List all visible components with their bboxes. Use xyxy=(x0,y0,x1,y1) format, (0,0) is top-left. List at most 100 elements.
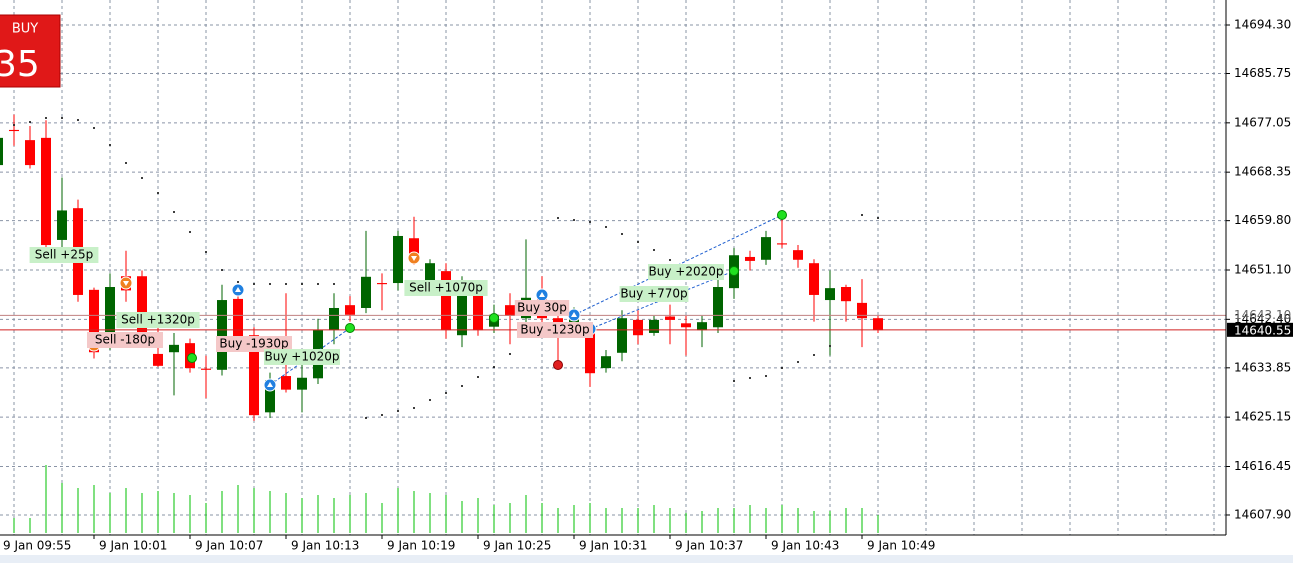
annotation: Sell +1070p xyxy=(409,281,483,295)
x-tick-label: 9 Jan 09:55 xyxy=(3,539,71,553)
annotation-bg xyxy=(87,332,163,348)
candle-body xyxy=(57,210,67,240)
sar-dot xyxy=(413,407,415,410)
candle-body xyxy=(297,377,307,390)
sar-dot xyxy=(109,144,111,147)
x-tick-label: 9 Jan 10:37 xyxy=(675,539,743,553)
x-tick-label: 9 Jan 10:31 xyxy=(579,539,647,553)
candle-body xyxy=(393,235,403,284)
sar-dot xyxy=(285,283,287,286)
sar-dot xyxy=(301,283,303,286)
sar-dot xyxy=(77,118,79,121)
close-profit-dot xyxy=(729,266,739,276)
candle-body xyxy=(249,335,259,416)
candle-body xyxy=(697,322,707,331)
x-tick-label: 9 Jan 10:43 xyxy=(771,539,839,553)
sar-dot xyxy=(365,417,367,420)
sar-dot xyxy=(237,281,239,284)
candle-body xyxy=(25,140,35,166)
candle-body xyxy=(761,237,771,260)
candle-body xyxy=(345,305,355,315)
annotation-bg xyxy=(514,300,570,316)
sar-dot xyxy=(173,211,175,214)
candle-body xyxy=(713,287,723,328)
sar-dot xyxy=(381,414,383,417)
candle-body xyxy=(361,276,371,308)
close-profit-dot xyxy=(187,353,197,363)
candle-body xyxy=(601,356,611,369)
candle-body xyxy=(153,353,163,366)
sar-dot xyxy=(605,226,607,229)
sar-dot xyxy=(765,375,767,378)
sar-dot xyxy=(141,177,143,180)
candle-body xyxy=(633,319,643,336)
x-tick-label: 9 Jan 10:07 xyxy=(195,539,263,553)
y-tick-label: 14616.45 xyxy=(1234,459,1291,473)
annotation-bg xyxy=(29,247,99,263)
sar-dot xyxy=(29,120,31,123)
sar-dot xyxy=(205,251,207,254)
sell-arrow xyxy=(411,256,417,261)
close-profit-dot xyxy=(489,313,499,323)
candle-body xyxy=(681,323,691,328)
annotation-bg xyxy=(517,322,593,338)
sar-dot xyxy=(397,410,399,413)
sar-dot xyxy=(653,249,655,252)
trade-line xyxy=(269,327,351,386)
annotation-bg xyxy=(648,264,724,280)
buy-price: 35 xyxy=(0,44,40,85)
sar-dot xyxy=(589,221,591,224)
sar-dot xyxy=(189,230,191,233)
annotation: Sell +1320p xyxy=(121,313,195,327)
sell-arrow xyxy=(123,281,129,286)
y-tick-label: 14633.85 xyxy=(1234,360,1291,374)
annotation-bg xyxy=(116,312,200,328)
y-tick-label: 14607.90 xyxy=(1234,507,1291,521)
sar-dot xyxy=(813,354,815,357)
sar-dot xyxy=(461,385,463,388)
status-strip xyxy=(0,555,1293,563)
y-tick-label: 14685.75 xyxy=(1234,66,1291,80)
sar-dot xyxy=(157,192,159,195)
candle-body xyxy=(745,256,755,261)
buy-arrow xyxy=(235,287,241,292)
candle-body xyxy=(585,332,595,374)
sar-dot xyxy=(253,283,255,286)
buy-button[interactable] xyxy=(0,14,61,88)
candle-body xyxy=(89,289,99,353)
y-tick-label: 14659.80 xyxy=(1234,213,1291,227)
sar-dot xyxy=(93,126,95,129)
buy-arrow xyxy=(539,292,545,297)
annotation-bg xyxy=(216,336,292,352)
candle-body xyxy=(857,302,867,319)
close-profit-dot xyxy=(777,210,787,220)
sar-dot xyxy=(125,161,127,164)
annotation: Buy +1020p xyxy=(265,350,340,364)
candle-body xyxy=(793,250,803,260)
sar-dot xyxy=(621,232,623,235)
annotation: Sell +25p xyxy=(35,248,93,262)
sar-dot xyxy=(861,213,863,216)
candle-body xyxy=(9,129,19,132)
sar-dot xyxy=(221,268,223,271)
buy-panel[interactable]: BUY 35 xyxy=(0,14,61,88)
candle-body xyxy=(41,137,51,246)
close-profit-dot xyxy=(345,323,355,333)
y-tick-label: 14694.30 xyxy=(1234,18,1291,32)
candle-body xyxy=(425,263,435,281)
x-tick-label: 9 Jan 10:49 xyxy=(867,539,935,553)
y-tick-label: 14625.15 xyxy=(1234,410,1291,424)
buy-arrow xyxy=(267,382,273,387)
annotation: Buy -1930p xyxy=(219,337,288,351)
sar-dot xyxy=(877,216,879,219)
x-tick-label: 9 Jan 10:19 xyxy=(387,539,455,553)
sar-dot xyxy=(509,353,511,356)
buy-label: BUY xyxy=(12,22,38,37)
candle-body xyxy=(201,368,211,370)
sar-dot xyxy=(269,283,271,286)
sar-dot xyxy=(429,399,431,402)
candle-body xyxy=(553,318,563,326)
candle-body xyxy=(441,271,451,331)
candle-body xyxy=(825,288,835,301)
